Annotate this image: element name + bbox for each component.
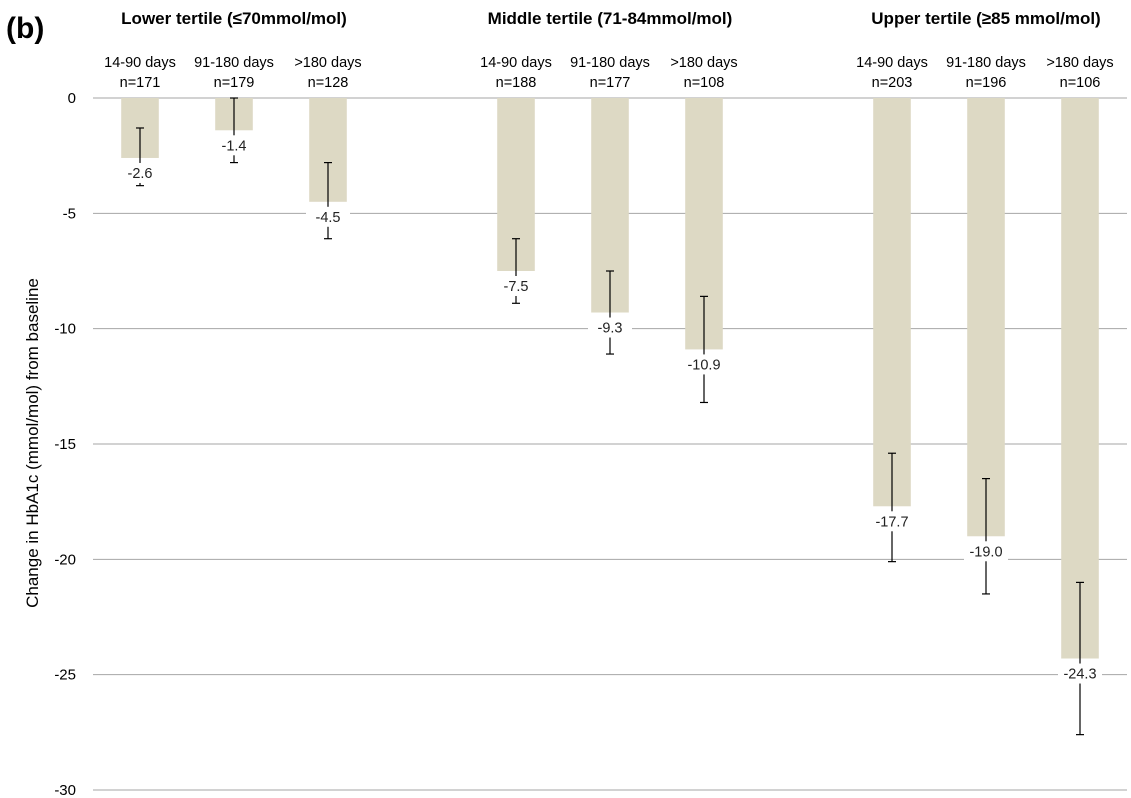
value-label-bg xyxy=(212,135,256,156)
category-label: >180 days xyxy=(294,55,361,71)
category-n: n=106 xyxy=(1060,75,1101,91)
value-label-bg xyxy=(682,354,726,375)
value-label: -10.9 xyxy=(687,357,720,373)
value-label: -17.7 xyxy=(875,514,908,530)
category-label: >180 days xyxy=(1046,55,1113,71)
value-label: -1.4 xyxy=(222,138,247,154)
y-tick-label: -25 xyxy=(54,667,76,684)
category-label: 14-90 days xyxy=(856,55,928,71)
category-n: n=128 xyxy=(308,75,349,91)
group-title: Upper tertile (≥85 mmol/mol) xyxy=(871,9,1100,28)
category-label: 14-90 days xyxy=(480,55,552,71)
category-n: n=203 xyxy=(872,75,913,91)
y-axis-ticks: 0 -5 -10 -15 -20 -25 -30 xyxy=(54,90,76,798)
category-n: n=108 xyxy=(684,75,725,91)
value-label: -2.6 xyxy=(128,166,153,182)
category-label: >180 days xyxy=(670,55,737,71)
value-label: -9.3 xyxy=(598,321,623,337)
category-n: n=196 xyxy=(966,75,1007,91)
y-tick-label: 0 xyxy=(68,90,76,107)
bars xyxy=(121,98,1099,659)
category-n: n=188 xyxy=(496,75,537,91)
value-label-bg xyxy=(494,276,538,296)
value-label-bg xyxy=(306,206,350,227)
category-n: n=171 xyxy=(120,75,161,91)
group-title: Lower tertile (≤70mmol/mol) xyxy=(121,9,347,28)
group-title: Middle tertile (71-84mmol/mol) xyxy=(488,9,733,28)
value-label: -4.5 xyxy=(316,210,341,226)
category-label: 91-180 days xyxy=(570,55,650,71)
value-label-bg xyxy=(964,541,1008,562)
y-tick-label: -10 xyxy=(54,321,76,338)
category-n: n=177 xyxy=(590,75,631,91)
category-n: n=179 xyxy=(214,75,255,91)
category-headers: Lower tertile (≤70mmol/mol) 14-90 days n=1… xyxy=(104,9,1114,91)
value-label: -24.3 xyxy=(1063,667,1096,683)
value-label-bg xyxy=(1058,663,1102,684)
y-tick-label: -30 xyxy=(54,782,76,798)
value-labels: -2.6 -1.4 -4.5 -7.5 -9.3 -10.9 -17.7 -19.0 -24.3 xyxy=(118,135,1102,684)
category-label: 91-180 days xyxy=(194,55,274,71)
value-label-bg xyxy=(118,162,162,183)
y-axis-title: Change in HbA1c (mmol/mol) from baseline xyxy=(23,278,42,608)
bar xyxy=(1061,98,1099,659)
value-label: -7.5 xyxy=(504,279,529,295)
y-tick-label: -5 xyxy=(63,205,76,222)
y-tick-label: -15 xyxy=(54,436,76,453)
bar xyxy=(967,98,1005,537)
panel-label: (b) xyxy=(6,12,44,45)
category-label: 91-180 days xyxy=(946,55,1026,71)
y-tick-label: -20 xyxy=(54,551,76,568)
bar xyxy=(873,98,911,507)
category-label: 14-90 days xyxy=(104,55,176,71)
value-label: -19.0 xyxy=(969,544,1002,560)
value-label-bg xyxy=(588,317,632,338)
value-label-bg xyxy=(870,511,914,532)
